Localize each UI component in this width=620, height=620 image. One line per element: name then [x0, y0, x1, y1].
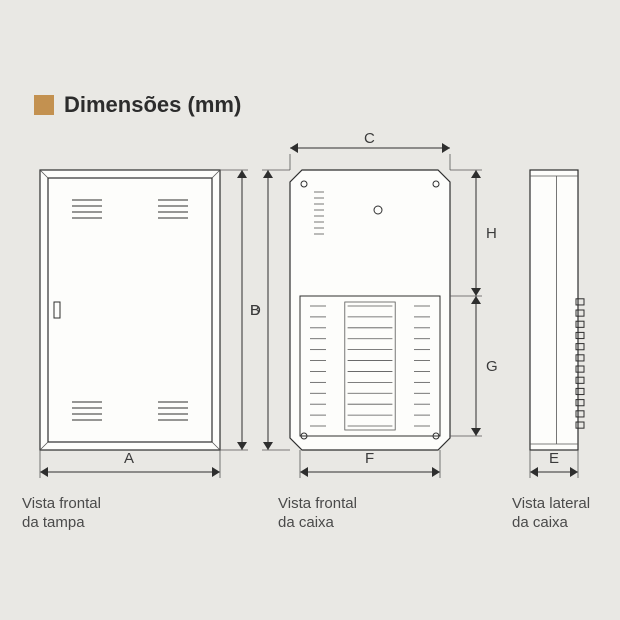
- dim-E: E: [549, 450, 559, 467]
- diagram-stage: ABVista frontalda tampaCDFHGVista fronta…: [0, 140, 620, 580]
- accent-swatch: [34, 95, 54, 115]
- section-title: Dimensões (mm): [64, 92, 241, 118]
- caption-panel3: Vista lateralda caixa: [512, 495, 590, 533]
